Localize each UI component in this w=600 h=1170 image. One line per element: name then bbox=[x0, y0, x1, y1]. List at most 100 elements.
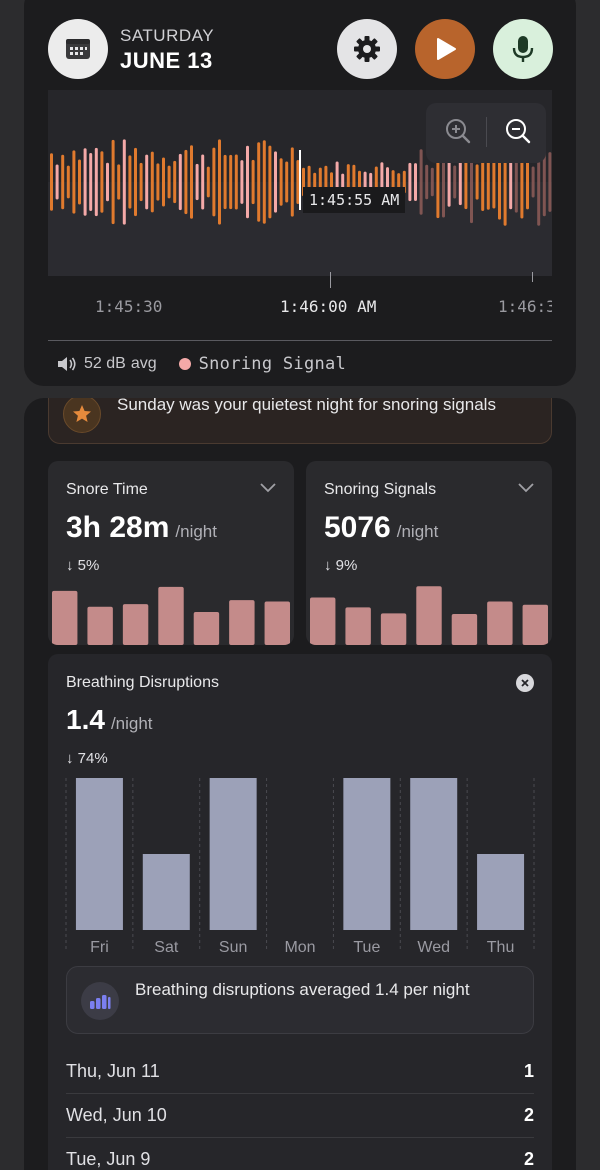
day-tick-label: Thu bbox=[487, 939, 515, 956]
close-icon bbox=[521, 679, 529, 687]
waveform-bar bbox=[262, 140, 266, 224]
snoring-signals-title: Snoring Signals bbox=[324, 481, 437, 498]
date-label: JUNE 13 bbox=[120, 48, 213, 73]
zoom-out-icon bbox=[506, 119, 531, 144]
waveform-viewer[interactable] bbox=[48, 90, 552, 276]
speaker-icon bbox=[58, 357, 76, 371]
waveform-bar bbox=[184, 149, 188, 215]
snore-time-bar bbox=[229, 600, 255, 645]
tick-mark bbox=[532, 272, 533, 282]
snoring-signals-bar bbox=[380, 613, 407, 645]
disruption-bar bbox=[75, 778, 123, 930]
waveform-bar bbox=[122, 139, 126, 225]
snore-time-change: ↓ 5% bbox=[66, 557, 100, 574]
waveform-bar bbox=[167, 165, 171, 199]
snoring-legend-dot bbox=[178, 358, 191, 370]
day-label: Tue, Jun 9 bbox=[66, 1149, 151, 1169]
chevron-down-icon[interactable] bbox=[260, 483, 276, 493]
snoring-signals-bar bbox=[310, 597, 336, 645]
waveform-bar bbox=[50, 153, 53, 211]
waveform-bar bbox=[442, 146, 445, 218]
day-row[interactable]: Tue, Jun 9 2 bbox=[66, 1138, 534, 1170]
snore-time-card[interactable]: Snore Time 3h 28m/night ↓ 5% bbox=[48, 461, 294, 645]
waveform-bar bbox=[397, 173, 401, 191]
tick-mark bbox=[330, 272, 331, 288]
waveform-bar bbox=[430, 167, 434, 197]
snoring-signals-bar bbox=[487, 601, 513, 645]
close-button[interactable] bbox=[516, 674, 534, 692]
disruption-bar bbox=[410, 778, 458, 930]
waveform-bar bbox=[201, 154, 205, 210]
waveform-bar bbox=[526, 154, 529, 210]
disruptions-value-group: 1.4/night bbox=[66, 704, 153, 736]
disruptions-summary: Breathing disruptions averaged 1.4 per n… bbox=[66, 966, 534, 1034]
day-label: Wed, Jun 10 bbox=[66, 1105, 167, 1125]
gear-icon bbox=[354, 36, 380, 62]
timeline-tick-current: 1:46:00 AM bbox=[280, 297, 377, 316]
waveform-bar bbox=[229, 154, 233, 210]
waveform-bar bbox=[218, 139, 221, 225]
waveform-bar bbox=[89, 153, 93, 211]
disruptions-change: ↓ 74% bbox=[66, 750, 108, 767]
bar-chart-icon bbox=[90, 995, 111, 1009]
snore-time-bar bbox=[264, 601, 290, 645]
snore-time-bar bbox=[158, 586, 184, 645]
waveform-bar bbox=[464, 154, 468, 210]
zoom-divider bbox=[486, 117, 487, 147]
snore-time-bar bbox=[193, 612, 220, 645]
insight-banner: Sunday was your quietest night for snori… bbox=[48, 398, 552, 444]
calendar-icon bbox=[66, 39, 90, 59]
snoring-signals-bar bbox=[416, 586, 442, 645]
cursor-time-label: 1:45:55 AM bbox=[303, 187, 406, 213]
play-button[interactable] bbox=[415, 19, 475, 79]
calendar-button[interactable] bbox=[48, 19, 108, 79]
decibel-value: 52 dB bbox=[84, 355, 126, 372]
day-count: 2 bbox=[523, 1105, 534, 1125]
microphone-icon bbox=[512, 36, 534, 62]
waveform-bar bbox=[458, 158, 462, 206]
insights-card: Sunday was your quietest night for snori… bbox=[24, 398, 576, 1170]
chevron-down-icon[interactable] bbox=[518, 483, 534, 493]
audio-level-row: 52 dB avg Snoring Signal bbox=[56, 354, 346, 374]
snoring-signals-value-group: 5076/night bbox=[324, 511, 438, 545]
waveform-bar bbox=[274, 151, 277, 213]
waveform-bar bbox=[514, 151, 518, 213]
waveform-bar bbox=[520, 145, 524, 219]
play-icon bbox=[437, 38, 456, 60]
snoring-legend-label: Snoring Signal bbox=[198, 354, 347, 374]
snoring-signals-bar bbox=[345, 607, 371, 645]
bar-chart-icon-badge bbox=[81, 982, 119, 1020]
day-row[interactable]: Thu, Jun 11 1 bbox=[66, 1050, 534, 1094]
settings-button[interactable] bbox=[337, 19, 397, 79]
day-count: 1 bbox=[523, 1061, 534, 1081]
snore-time-value-group: 3h 28m/night bbox=[66, 511, 217, 545]
day-tick-label: Tue bbox=[353, 939, 380, 956]
zoom-controls bbox=[426, 103, 546, 163]
disruptions-summary-text: Breathing disruptions averaged 1.4 per n… bbox=[135, 980, 470, 999]
microphone-button[interactable] bbox=[493, 19, 553, 79]
waveform-bar bbox=[251, 159, 255, 205]
snoring-signals-value: 5076 bbox=[324, 511, 391, 544]
zoom-in-icon bbox=[446, 119, 471, 144]
waveform-bar bbox=[486, 154, 490, 210]
waveform-bar bbox=[66, 165, 70, 199]
waveform-bar bbox=[408, 162, 412, 202]
waveform-bar bbox=[436, 145, 440, 219]
waveform-bar bbox=[548, 152, 552, 212]
waveform-bar bbox=[145, 154, 149, 210]
day-row[interactable]: Wed, Jun 10 2 bbox=[66, 1094, 534, 1138]
timeline-axis bbox=[48, 340, 552, 341]
waveform-bar bbox=[453, 165, 457, 199]
disruptions-value: 1.4 bbox=[66, 704, 105, 735]
waveform-bar bbox=[279, 158, 283, 206]
zoom-out-button[interactable] bbox=[502, 115, 534, 147]
waveform-bar bbox=[55, 164, 59, 200]
waveform-bar bbox=[117, 164, 121, 200]
waveform-bar bbox=[100, 151, 104, 213]
snoring-signals-card[interactable]: Snoring Signals 5076/night ↓ 9% bbox=[306, 461, 552, 645]
waveform-bar bbox=[296, 159, 300, 205]
snore-time-value: 3h 28m bbox=[66, 511, 170, 544]
waveform-bar bbox=[285, 161, 289, 203]
audio-waveform bbox=[48, 90, 552, 276]
zoom-in-button[interactable] bbox=[442, 115, 474, 147]
